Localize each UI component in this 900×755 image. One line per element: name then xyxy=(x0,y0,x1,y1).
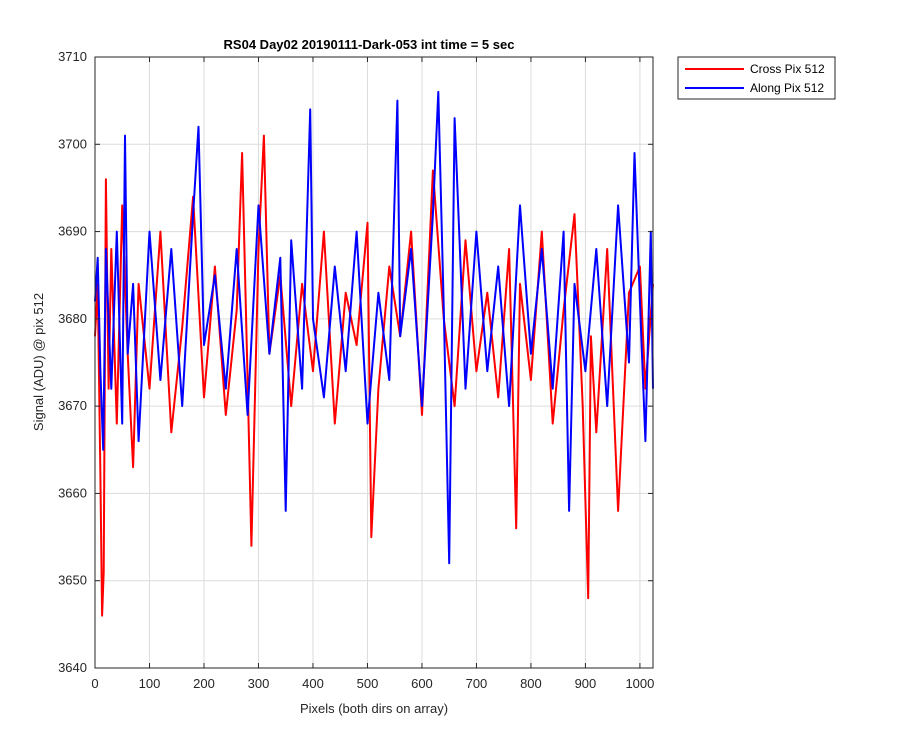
x-tick-label: 300 xyxy=(248,676,270,691)
y-tick-label: 3670 xyxy=(58,398,87,413)
y-tick-label: 3680 xyxy=(58,311,87,326)
x-tick-label: 600 xyxy=(411,676,433,691)
y-tick-label: 3650 xyxy=(58,573,87,588)
series-line-along-pix-512 xyxy=(94,90,654,565)
legend-box xyxy=(677,56,836,100)
x-tick-label: 400 xyxy=(302,676,324,691)
y-tick-label: 3660 xyxy=(58,485,87,500)
x-tick-label: 800 xyxy=(520,676,542,691)
chart-title: RS04 Day02 20190111-Dark-053 int time = … xyxy=(224,37,515,52)
legend: Cross Pix 512 Along Pix 512 xyxy=(677,56,836,100)
x-tick-label: 500 xyxy=(357,676,379,691)
x-axis-label: Pixels (both dirs on array) xyxy=(300,701,448,716)
plot-frame xyxy=(94,56,654,669)
series-layer xyxy=(94,90,654,617)
plot-area xyxy=(95,57,653,668)
x-tick-label: 1000 xyxy=(625,676,654,691)
legend-label-cross: Cross Pix 512 xyxy=(750,62,825,76)
x-tick-label: 900 xyxy=(575,676,597,691)
x-tick-label: 700 xyxy=(466,676,488,691)
series-line-cross-pix-512 xyxy=(94,134,654,617)
tick-labels: 0 100 200 300 400 500 600 700 800 900 1000 3640 3650… xyxy=(58,49,654,691)
x-tick-label: 100 xyxy=(139,676,161,691)
legend-label-along: Along Pix 512 xyxy=(750,81,824,95)
y-tick-label: 3640 xyxy=(58,660,87,675)
x-tick-label: 0 xyxy=(91,676,98,691)
x-tick-label: 200 xyxy=(193,676,215,691)
y-tick-label: 3690 xyxy=(58,224,87,239)
y-tick-label: 3710 xyxy=(58,49,87,64)
tick-marks xyxy=(94,56,653,669)
y-tick-label: 3700 xyxy=(58,136,87,151)
y-axis-label: Signal (ADU) @ pix 512 xyxy=(31,293,46,431)
